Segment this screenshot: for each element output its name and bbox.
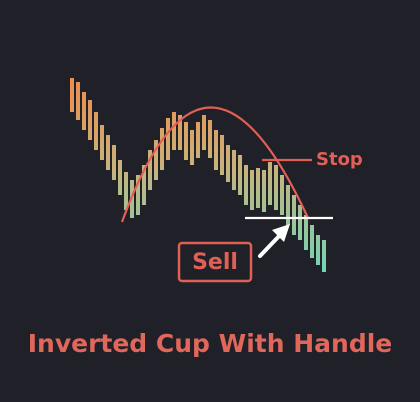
sell-label: Sell — [192, 250, 238, 275]
stop-label: Stop — [316, 149, 363, 170]
title: Inverted Cup With Handle — [28, 329, 393, 358]
cup-arc — [120, 106, 309, 223]
price-bars — [70, 78, 326, 272]
sell-arrow — [258, 231, 284, 258]
sell-arrow-head — [272, 224, 290, 242]
sell-box — [177, 241, 253, 283]
